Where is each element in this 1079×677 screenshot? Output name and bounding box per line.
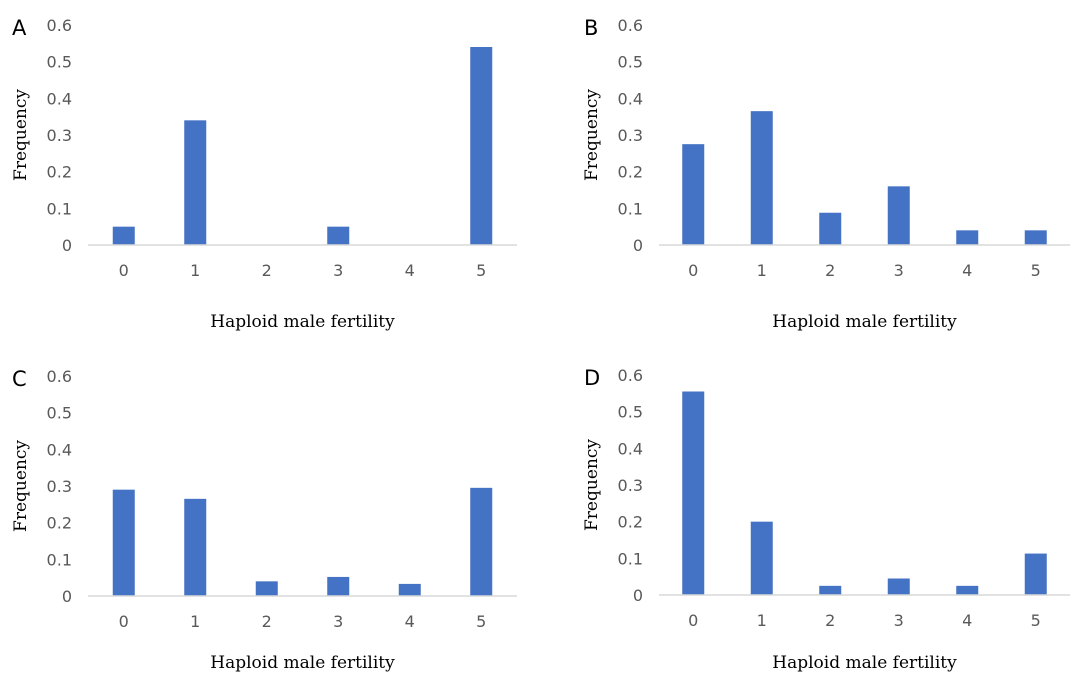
panel-d-y-tick-label: 0.4 xyxy=(618,439,643,458)
panel-c-x-tick-label: 4 xyxy=(405,612,415,631)
panel-a-x-axis-title: Haploid male fertility xyxy=(210,312,395,332)
panel-d-x-tick-label: 5 xyxy=(1031,611,1041,630)
panel-c-x-tick-label: 2 xyxy=(262,612,272,631)
panel-d-y-tick-label: 0.5 xyxy=(618,403,643,422)
panel-b-bar-3 xyxy=(887,186,910,245)
panel-c-bar-2 xyxy=(255,581,278,596)
panel-c-x-tick-label: 1 xyxy=(190,612,200,631)
panel-d-y-tick-label: 0.2 xyxy=(618,513,643,532)
panel-a-x-tick-label: 5 xyxy=(476,261,486,280)
panel-a-y-tick-label: 0 xyxy=(62,236,72,255)
panel-c-y-tick-label: 0 xyxy=(62,587,72,606)
panel-b-y-tick-label: 0.1 xyxy=(618,199,643,218)
panel-c-x-axis-title: Haploid male fertility xyxy=(210,653,395,673)
panel-c-y-axis-title: Frequency xyxy=(11,440,31,532)
panel-a-y-tick-label: 0.4 xyxy=(47,89,72,108)
panel-c-x-tick-label: 0 xyxy=(119,612,129,631)
panel-b-x-tick-label: 2 xyxy=(825,261,835,280)
panel-b-x-axis-title: Haploid male fertility xyxy=(772,312,957,332)
panel-b-bar-0 xyxy=(682,144,705,245)
panel-b-y-axis-title: Frequency xyxy=(582,89,602,181)
panel-a-x-tick-label: 3 xyxy=(333,261,343,280)
panel-a-bar-3 xyxy=(327,226,350,245)
panel-a-y-tick-label: 0.3 xyxy=(47,126,72,145)
panel-c-y-tick-label: 0.4 xyxy=(47,440,72,459)
panel-c-x-tick-label: 3 xyxy=(333,612,343,631)
panel-a-x-tick-label: 0 xyxy=(119,261,129,280)
panel-a-letter: A xyxy=(12,16,27,40)
panel-a-x-tick-label: 1 xyxy=(190,261,200,280)
panel-b-x-tick-label: 5 xyxy=(1031,261,1041,280)
panel-b-x-tick-label: 0 xyxy=(688,261,698,280)
panel-b-x-tick-label: 3 xyxy=(894,261,904,280)
panel-d-bar-1 xyxy=(750,521,773,595)
panel-d-y-tick-label: 0.6 xyxy=(618,366,643,385)
panel-b-y-tick-label: 0.2 xyxy=(618,163,643,182)
panel-b-x-tick-label: 4 xyxy=(962,261,972,280)
panel-b-bar-1 xyxy=(750,111,773,246)
panel-d-bar-2 xyxy=(819,585,842,595)
panel-c-bar-3 xyxy=(327,576,350,596)
panel-c-bar-5 xyxy=(470,487,493,596)
panel-d-y-tick-label: 0.3 xyxy=(618,476,643,495)
panel-a-y-tick-label: 0.2 xyxy=(47,163,72,182)
panel-d-x-tick-label: 2 xyxy=(825,611,835,630)
panel-a-bar-5 xyxy=(470,47,493,245)
panel-a-y-tick-label: 0.6 xyxy=(47,16,72,35)
panel-b-y-tick-label: 0.3 xyxy=(618,126,643,145)
panel-d-x-axis-title: Haploid male fertility xyxy=(772,653,957,673)
panel-d-bar-4 xyxy=(956,585,979,595)
panel-b-bar-2 xyxy=(819,212,842,245)
panel-b-y-tick-label: 0.5 xyxy=(618,53,643,72)
panel-b-y-tick-label: 0.4 xyxy=(618,89,643,108)
panel-c-bar-4 xyxy=(398,583,421,596)
panel-d-y-tick-label: 0.1 xyxy=(618,549,643,568)
panel-d-chart: D 0 0.1 0.2 0.3 0.4 0.5 0.6 0 1 2 3 4 5 Haploid male f… xyxy=(582,366,1070,673)
panel-c-x-tick-label: 5 xyxy=(476,612,486,631)
panel-b-chart: B 0 0.1 0.2 0.3 0.4 0.5 0.6 0 1 2 3 4 5 Haploid male f… xyxy=(582,16,1070,332)
panel-a-bar-1 xyxy=(184,120,207,245)
panel-d-bar-5 xyxy=(1024,553,1047,595)
panel-c-y-tick-label: 0.5 xyxy=(47,404,72,423)
panel-d-bar-3 xyxy=(887,578,910,595)
panel-d-bar-0 xyxy=(682,391,705,595)
panel-c-letter: C xyxy=(12,367,27,391)
panel-b-bar-4 xyxy=(956,230,979,245)
panel-b-y-tick-label: 0 xyxy=(633,236,643,255)
panel-c-y-tick-label: 0.1 xyxy=(47,550,72,569)
panel-a-x-tick-label: 4 xyxy=(405,261,415,280)
panel-d-x-tick-label: 3 xyxy=(894,611,904,630)
panel-b-x-tick-label: 1 xyxy=(757,261,767,280)
panel-a-y-tick-label: 0.5 xyxy=(47,53,72,72)
panel-d-x-tick-label: 1 xyxy=(757,611,767,630)
panel-c-y-tick-label: 0.3 xyxy=(47,477,72,496)
panel-a-bar-0 xyxy=(112,226,135,245)
panel-d-y-tick-label: 0 xyxy=(633,586,643,605)
panel-d-letter: D xyxy=(584,366,600,390)
panel-d-x-tick-label: 0 xyxy=(688,611,698,630)
panel-a-y-axis-title: Frequency xyxy=(11,89,31,181)
panel-d-y-axis-title: Frequency xyxy=(582,439,602,531)
panel-c-y-tick-label: 0.6 xyxy=(47,367,72,386)
panel-a-chart: A 0 0.1 0.2 0.3 0.4 0.5 0.6 0 1 2 3 4 5 Haploid male f… xyxy=(11,16,517,332)
panel-c-y-tick-label: 0.2 xyxy=(47,514,72,533)
panel-a-x-tick-label: 2 xyxy=(262,261,272,280)
panel-b-y-tick-label: 0.6 xyxy=(618,16,643,35)
panel-a-y-tick-label: 0.1 xyxy=(47,199,72,218)
panel-b-letter: B xyxy=(584,16,598,40)
panel-d-x-tick-label: 4 xyxy=(962,611,972,630)
panel-c-bar-0 xyxy=(112,489,135,596)
panel-b-bar-5 xyxy=(1024,230,1047,245)
panel-c-chart: C 0 0.1 0.2 0.3 0.4 0.5 0.6 0 1 2 3 4 5 Haploid male f… xyxy=(11,367,517,673)
panel-c-bar-1 xyxy=(184,498,207,596)
